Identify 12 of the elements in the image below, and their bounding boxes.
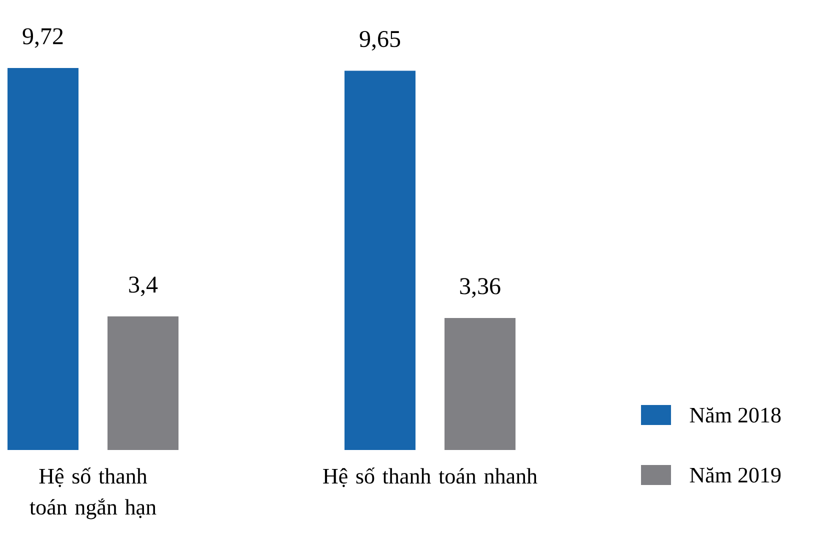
x-tick-label: Hệ số thanh toán ngắn hạn [30, 468, 156, 520]
x-tick-label: Hệ số thanh toán nhanh [323, 468, 538, 488]
data-label: 9,65 [360, 30, 400, 51]
bar [108, 316, 178, 450]
bar [8, 68, 78, 450]
data-label: 3,36 [460, 278, 500, 298]
legend-label: Năm 2018 [690, 407, 781, 423]
legend-label: Năm 2019 [690, 467, 781, 483]
bar [344, 70, 416, 450]
bar [444, 318, 516, 450]
data-label: 3,4 [129, 276, 158, 296]
data-label: 9,72 [22, 28, 63, 48]
